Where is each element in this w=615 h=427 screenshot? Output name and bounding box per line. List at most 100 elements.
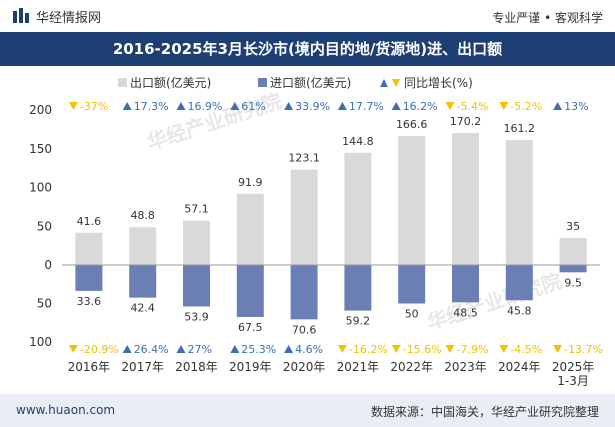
- growth-up-arrow-icon: [230, 102, 240, 110]
- y-tick-label: 100: [29, 181, 52, 195]
- import-growth-label: 27%: [188, 343, 212, 356]
- x-tick-label: 2020年: [283, 360, 326, 374]
- import-bar: [344, 265, 372, 311]
- import-value-label: 42.4: [130, 302, 155, 315]
- y-tick-label: 200: [29, 103, 52, 117]
- import-bar: [290, 265, 318, 320]
- watermark: 华经产业研究院: [424, 269, 565, 335]
- import-growth-label: -13.7%: [564, 343, 603, 356]
- import-value-label: 45.8: [507, 304, 532, 317]
- growth-up-arrow-icon: [176, 102, 186, 110]
- export-growth-label: 33.9%: [295, 100, 330, 113]
- export-value-label: 48.8: [130, 209, 155, 222]
- import-bar: [75, 265, 103, 291]
- export-bar: [452, 133, 479, 265]
- growth-down-arrow-icon: [445, 345, 455, 353]
- x-tick-label: 2018年: [175, 360, 218, 374]
- growth-up-arrow-icon: [391, 102, 401, 110]
- import-value-label: 53.9: [184, 311, 209, 324]
- import-value-label: 70.6: [292, 323, 317, 336]
- growth-down-arrow-icon: [499, 102, 509, 110]
- growth-up-arrow-icon: [284, 102, 294, 110]
- export-growth-label: -5.2%: [510, 100, 542, 113]
- export-bar: [236, 193, 264, 265]
- import-value-label: 48.5: [453, 306, 478, 319]
- import-value-label: 59.2: [346, 315, 371, 328]
- import-growth-label: 4.6%: [295, 343, 323, 356]
- growth-down-arrow-icon: [68, 345, 78, 353]
- import-growth-label: -15.6%: [403, 343, 442, 356]
- legend-up-arrow-icon: [380, 79, 388, 87]
- export-value-label: 35: [566, 220, 580, 233]
- legend-swatch-import: [258, 78, 267, 87]
- export-growth-label: -37%: [80, 100, 108, 113]
- y-tick-label: 100: [29, 335, 52, 349]
- growth-up-arrow-icon: [176, 345, 186, 353]
- y-tick-label: 50: [37, 297, 52, 311]
- growth-up-arrow-icon: [337, 102, 347, 110]
- brand-name: 华经情报网: [36, 10, 102, 26]
- x-tick-label: 2021年: [337, 360, 380, 374]
- export-value-label: 91.9: [238, 176, 263, 189]
- export-bar: [559, 237, 587, 265]
- x-tick-label: 2016年: [68, 360, 111, 374]
- x-tick-label: 1-3月: [557, 374, 589, 388]
- import-bar: [505, 265, 533, 301]
- export-value-label: 161.2: [504, 122, 536, 135]
- x-tick-label: 2022年: [390, 360, 433, 374]
- logo-icon: [13, 8, 29, 23]
- import-growth-label: -4.5%: [510, 343, 542, 356]
- growth-up-arrow-icon: [230, 345, 240, 353]
- import-bar: [236, 265, 264, 317]
- chart-title: 2016-2025年3月长沙市(境内目的地/货源地)进、出口额: [112, 40, 503, 58]
- import-value-label: 9.5: [564, 276, 582, 289]
- import-growth-label: 25.3%: [241, 343, 276, 356]
- export-bar: [75, 232, 103, 265]
- legend-label-export: 出口额(亿美元): [130, 75, 211, 90]
- export-growth-label: 61%: [241, 100, 265, 113]
- export-bar: [129, 227, 157, 265]
- y-tick-label: 50: [37, 219, 52, 233]
- growth-up-arrow-icon: [122, 345, 132, 353]
- export-value-label: 170.2: [450, 115, 482, 128]
- export-value-label: 41.6: [77, 215, 102, 228]
- growth-up-arrow-icon: [553, 102, 563, 110]
- x-tick-label: 2024年: [498, 360, 541, 374]
- legend-down-arrow-icon: [392, 79, 400, 87]
- tagline: 专业严谨 • 客观科学: [492, 11, 603, 25]
- import-growth-label: -20.9%: [80, 343, 119, 356]
- import-bar: [559, 265, 587, 273]
- import-value-label: 33.6: [77, 295, 102, 308]
- export-bar: [183, 220, 210, 265]
- top-bar: 华经情报网 专业严谨 • 客观科学: [0, 0, 615, 32]
- x-tick-label: 2025年: [552, 360, 595, 374]
- export-value-label: 144.8: [342, 135, 374, 148]
- import-value-label: 50: [405, 308, 419, 321]
- export-growth-label: 17.3%: [134, 100, 169, 113]
- growth-up-arrow-icon: [122, 102, 132, 110]
- export-growth-label: 17.7%: [349, 100, 384, 113]
- footer-url[interactable]: www.huaon.com: [16, 403, 116, 417]
- export-bar: [344, 152, 372, 265]
- growth-down-arrow-icon: [337, 345, 347, 353]
- export-value-label: 123.1: [288, 152, 320, 165]
- footer: www.huaon.com 数据来源：中国海关，华经产业研究院整理: [0, 394, 615, 427]
- legend-swatch-export: [118, 78, 127, 87]
- import-growth-label: 26.4%: [134, 343, 169, 356]
- import-growth-label: -16.2%: [349, 343, 388, 356]
- export-value-label: 57.1: [184, 203, 209, 216]
- watermark: 华经产业研究院: [144, 89, 285, 155]
- export-bar: [398, 135, 426, 265]
- export-growth-label: 16.9%: [188, 100, 223, 113]
- export-growth-label: 16.2%: [403, 100, 438, 113]
- growth-down-arrow-icon: [391, 345, 401, 353]
- x-tick-label: 2023年: [444, 360, 487, 374]
- growth-down-arrow-icon: [445, 102, 455, 110]
- import-bar: [398, 265, 426, 304]
- export-value-label: 166.6: [396, 118, 428, 131]
- import-bar: [183, 265, 210, 307]
- import-bar: [129, 265, 157, 298]
- title-bar: 2016-2025年3月长沙市(境内目的地/货源地)进、出口额: [0, 32, 615, 66]
- export-growth-label: 13%: [564, 100, 588, 113]
